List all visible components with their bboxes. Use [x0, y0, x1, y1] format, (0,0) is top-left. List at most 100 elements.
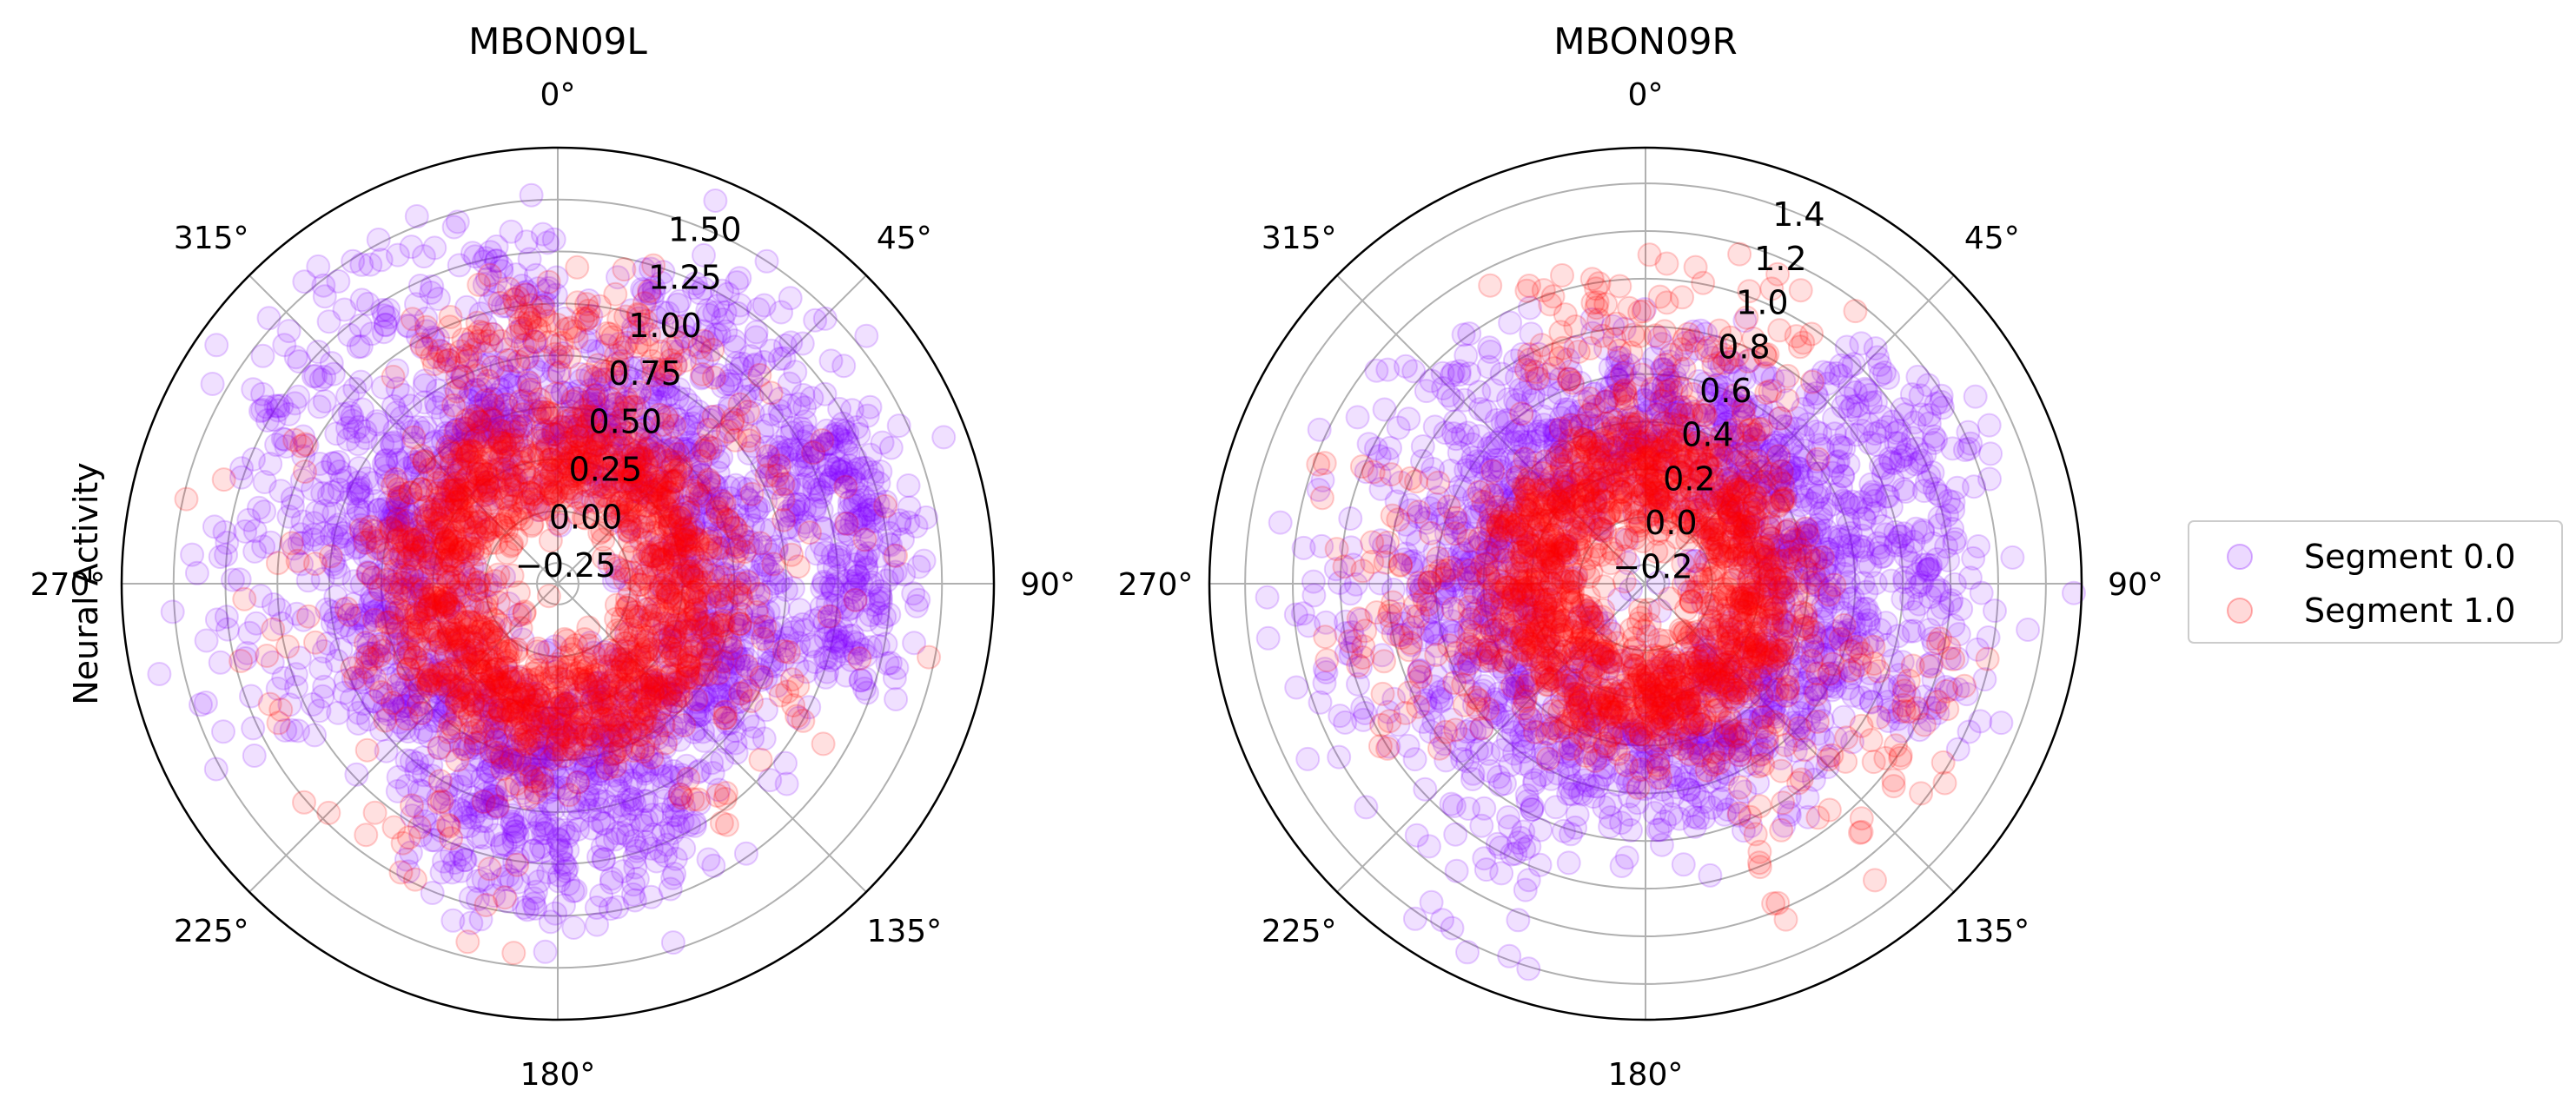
scatter-point — [629, 752, 654, 777]
scatter-point — [400, 793, 424, 818]
scatter-point — [366, 228, 391, 252]
scatter-point — [625, 355, 650, 380]
scatter-point — [160, 599, 185, 625]
scatter-point — [429, 644, 454, 669]
scatter-point — [565, 254, 590, 280]
scatter-point — [913, 505, 938, 530]
scatter-point — [540, 422, 566, 446]
scatter-point — [552, 306, 577, 331]
scatter-point — [634, 427, 659, 452]
scatter-point — [194, 628, 219, 653]
scatter-point — [450, 364, 475, 389]
scatter-point — [593, 707, 619, 732]
scatter-point — [547, 711, 573, 736]
scatter-point — [436, 347, 461, 373]
scatter-point — [505, 420, 530, 445]
scatter-point — [453, 438, 478, 463]
scatter-point — [354, 823, 379, 848]
scatter-point — [544, 381, 569, 406]
scatter-point — [642, 460, 667, 486]
scatter-point — [639, 544, 663, 569]
scatter-point — [680, 411, 705, 436]
scatter-point — [578, 744, 603, 769]
scatter-point — [560, 385, 586, 410]
scatter-point — [363, 488, 387, 513]
scatter-point — [436, 737, 461, 763]
scatter-point — [174, 486, 199, 512]
scatter-point — [739, 481, 765, 506]
scatter-point — [839, 595, 864, 620]
scatter-point — [489, 355, 514, 380]
scatter-point — [685, 696, 711, 720]
r-tick-label: 0.00 — [549, 499, 623, 537]
scatter-point — [425, 679, 450, 704]
scatter-point — [435, 691, 460, 717]
scatter-point — [906, 587, 931, 612]
scatter-point — [408, 701, 434, 725]
scatter-point — [695, 611, 720, 637]
scatter-point — [379, 506, 404, 531]
scatter-point — [329, 468, 354, 493]
scatter-point — [536, 269, 561, 294]
scatter-point — [407, 274, 433, 298]
scatter-point — [443, 396, 467, 421]
scatter-point — [211, 719, 235, 744]
scatter-point — [385, 242, 410, 268]
scatter-point — [672, 536, 698, 561]
scatter-point — [785, 673, 811, 698]
scatter-point — [688, 554, 712, 579]
theta-tick-label: 45° — [877, 221, 932, 256]
scatter-point — [685, 545, 710, 571]
scatter-point — [325, 648, 349, 673]
scatter-point — [483, 569, 508, 593]
scatter-point — [600, 742, 626, 767]
scatter-point — [542, 742, 567, 767]
scatter-point — [362, 607, 387, 632]
scatter-point — [380, 691, 405, 716]
scatter-point — [312, 284, 337, 309]
scatter-point — [501, 824, 526, 849]
scatter-point — [672, 417, 697, 442]
scatter-point — [586, 809, 612, 833]
scatter-point — [663, 682, 688, 707]
scatter-point — [725, 503, 750, 528]
scatter-point — [714, 586, 739, 611]
scatter-point — [423, 595, 448, 620]
theta-tick-label: 225° — [174, 914, 249, 949]
chart-title: MBON09L — [468, 20, 647, 63]
scatter-point — [347, 456, 372, 480]
scatter-point — [628, 480, 653, 505]
scatter-point — [387, 481, 413, 506]
scatter-point — [537, 329, 562, 354]
scatter-point — [704, 578, 729, 604]
scatter-point — [369, 717, 394, 742]
scatter-point — [843, 446, 868, 471]
scatter-point — [307, 698, 332, 724]
scatter-point — [467, 425, 493, 450]
scatter-point — [1498, 310, 1523, 335]
scatter-point — [669, 684, 693, 709]
theta-grid-line — [557, 274, 867, 585]
scatter-point — [355, 561, 381, 586]
scatter-point — [625, 836, 650, 861]
scatter-point — [742, 615, 767, 640]
scatter-point — [758, 464, 784, 488]
scatter-point — [751, 626, 775, 651]
scatter-point — [725, 539, 750, 564]
scatter-point — [396, 638, 421, 663]
scatter-point — [726, 651, 752, 677]
scatter-point — [433, 465, 458, 490]
scatter-point — [446, 583, 470, 608]
scatter-point — [406, 597, 431, 622]
scatter-point — [632, 789, 657, 814]
scatter-point — [508, 616, 533, 641]
scatter-point — [302, 552, 328, 577]
scatter-point — [854, 323, 879, 348]
scatter-point — [730, 512, 755, 538]
scatter-point — [408, 477, 434, 501]
scatter-point — [441, 215, 467, 240]
scatter-point — [655, 464, 680, 489]
scatter-point — [774, 771, 799, 796]
scatter-point — [536, 308, 561, 334]
